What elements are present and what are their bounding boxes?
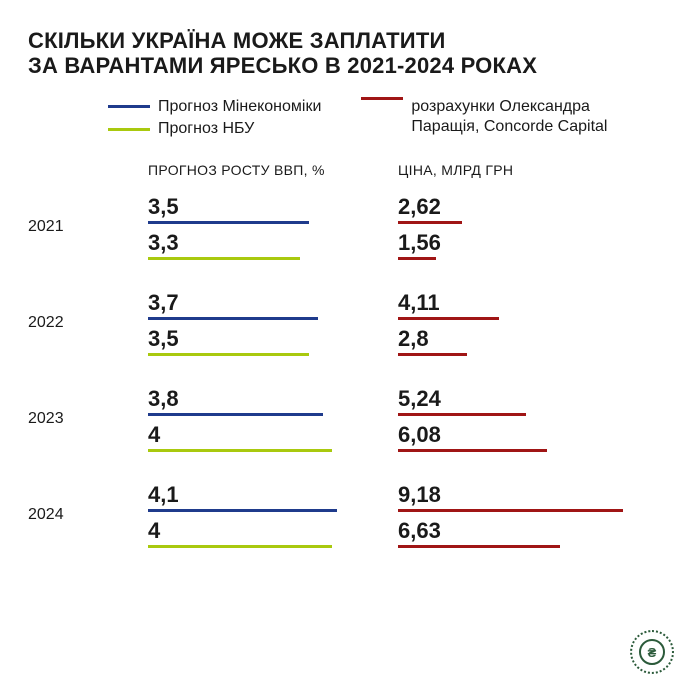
price-bar: [398, 509, 623, 512]
price-value: 6,63: [398, 518, 658, 544]
legend-label-nbu: Прогноз НБУ: [158, 119, 254, 140]
gdp-bar: [148, 449, 332, 452]
gdp-col: 3,84: [148, 386, 398, 452]
gdp-value: 3,5: [148, 326, 398, 352]
watermark-icon: ₴: [630, 630, 674, 674]
chart-title: СКІЛЬКИ УКРАЇНА МОЖЕ ЗАПЛАТИТИ ЗА ВАРАНТ…: [28, 28, 662, 79]
gdp-bar: [148, 509, 337, 512]
swatch-concorde: [361, 97, 403, 100]
price-value: 2,62: [398, 194, 658, 220]
gdp-bar: [148, 221, 309, 224]
data-row: 20223,73,54,112,8: [28, 290, 662, 356]
price-value: 6,08: [398, 422, 658, 448]
gdp-bar: [148, 257, 300, 260]
gdp-value: 4: [148, 422, 398, 448]
year-label: 2024: [28, 506, 148, 524]
legend-item-nbu: Прогноз НБУ: [108, 119, 321, 140]
watermark-glyph: ₴: [639, 639, 665, 665]
price-value: 2,8: [398, 326, 658, 352]
gdp-value: 3,7: [148, 290, 398, 316]
title-line-1: СКІЛЬКИ УКРАЇНА МОЖЕ ЗАПЛАТИТИ: [28, 28, 662, 53]
title-line-2: ЗА ВАРАНТАМИ ЯРЕСЬКО В 2021-2024 РОКАХ: [28, 53, 662, 78]
year-label: 2022: [28, 314, 148, 332]
price-value: 4,11: [398, 290, 658, 316]
col-header-price: ЦІНА, МЛРД ГРН: [398, 162, 513, 178]
gdp-value: 3,8: [148, 386, 398, 412]
year-label: 2023: [28, 410, 148, 428]
price-value: 9,18: [398, 482, 658, 508]
gdp-col: 4,14: [148, 482, 398, 548]
swatch-nbu: [108, 128, 150, 131]
legend-label-concorde-l2: Паращія, Concorde Capital: [411, 118, 607, 135]
price-col: 5,24 6,08: [398, 386, 658, 452]
legend-label-concorde: розрахунки Олександра Паращія, Concorde …: [411, 97, 607, 139]
swatch-min-econ: [108, 105, 150, 108]
price-col: 9,18 6,63: [398, 482, 658, 548]
data-row: 20233,845,246,08: [28, 386, 662, 452]
gdp-value: 4,1: [148, 482, 398, 508]
gdp-col: 3,73,5: [148, 290, 398, 356]
legend-item-min-econ: Прогноз Мінекономіки: [108, 97, 321, 118]
legend-right: розрахунки Олександра Паращія, Concorde …: [361, 97, 607, 141]
column-headers: ПРОГНОЗ РОСТУ ВВП, % ЦІНА, МЛРД ГРН: [28, 162, 662, 178]
col-header-gdp: ПРОГНОЗ РОСТУ ВВП, %: [148, 162, 398, 178]
gdp-bar: [148, 317, 318, 320]
gdp-bar: [148, 413, 323, 416]
legend: Прогноз Мінекономіки Прогноз НБУ розраху…: [28, 97, 662, 141]
price-bar: [398, 545, 560, 548]
legend-left: Прогноз Мінекономіки Прогноз НБУ: [108, 97, 321, 141]
price-bar: [398, 353, 467, 356]
gdp-col: 3,53,3: [148, 194, 398, 260]
data-row: 20213,53,32,621,56: [28, 194, 662, 260]
legend-item-concorde: розрахунки Олександра Паращія, Concorde …: [361, 97, 607, 139]
price-bar: [398, 221, 462, 224]
price-bar: [398, 257, 436, 260]
gdp-value: 3,5: [148, 194, 398, 220]
price-col: 4,11 2,8: [398, 290, 658, 356]
price-bar: [398, 317, 499, 320]
year-label: 2021: [28, 218, 148, 236]
price-bar: [398, 449, 547, 452]
data-rows: 20213,53,32,621,5620223,73,54,112,820233…: [28, 194, 662, 548]
price-col: 2,62 1,56: [398, 194, 658, 260]
gdp-bar: [148, 545, 332, 548]
price-value: 1,56: [398, 230, 658, 256]
gdp-bar: [148, 353, 309, 356]
legend-label-min-econ: Прогноз Мінекономіки: [158, 97, 321, 118]
data-row: 20244,149,186,63: [28, 482, 662, 548]
legend-label-concorde-l1: розрахунки Олександра: [411, 98, 590, 115]
price-bar: [398, 413, 526, 416]
price-value: 5,24: [398, 386, 658, 412]
gdp-value: 3,3: [148, 230, 398, 256]
gdp-value: 4: [148, 518, 398, 544]
